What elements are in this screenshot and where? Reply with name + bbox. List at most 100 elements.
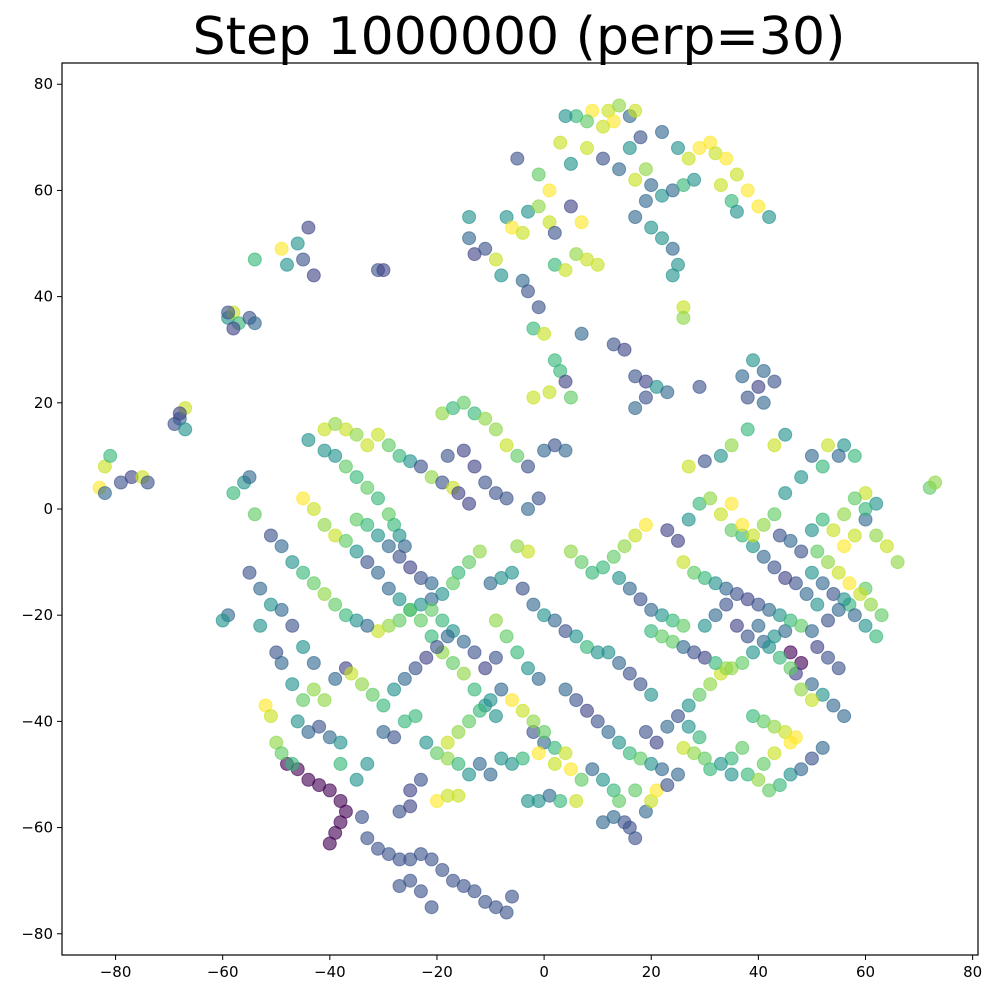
data-point — [574, 326, 589, 341]
data-point — [360, 831, 375, 846]
data-point — [462, 714, 477, 729]
data-point — [478, 475, 493, 490]
data-point — [596, 151, 610, 166]
chart-title: Step 1000000 (perp=30) — [193, 7, 846, 67]
data-point — [494, 682, 509, 697]
data-point — [671, 709, 685, 724]
data-point — [403, 799, 418, 814]
data-point — [515, 581, 530, 596]
data-point — [403, 560, 418, 575]
data-point — [628, 172, 643, 187]
x-tick-label: 20 — [642, 963, 661, 981]
data-point — [360, 438, 375, 453]
data-point — [263, 709, 278, 724]
x-tick-label: −60 — [207, 963, 239, 981]
data-point — [638, 162, 653, 177]
data-point — [585, 565, 600, 580]
data-point — [612, 656, 627, 670]
data-point — [735, 369, 750, 384]
data-point — [247, 316, 262, 331]
data-point — [681, 512, 696, 527]
data-point — [804, 624, 819, 639]
data-point — [381, 438, 396, 453]
data-point — [837, 507, 852, 522]
data-point — [488, 613, 503, 628]
data-point — [580, 114, 594, 129]
data-point — [531, 746, 546, 761]
data-point — [419, 735, 434, 750]
data-point — [387, 730, 402, 745]
data-point — [772, 650, 787, 665]
data-point — [472, 544, 487, 559]
data-point — [537, 326, 552, 341]
data-point — [371, 528, 385, 543]
data-point — [451, 788, 466, 803]
data-point — [440, 735, 455, 750]
data-point — [810, 597, 825, 612]
data-point — [547, 225, 562, 240]
data-point — [462, 496, 477, 511]
data-point — [783, 533, 798, 548]
x-tick-label: −80 — [100, 963, 132, 981]
data-point — [537, 725, 552, 739]
data-point — [628, 831, 643, 846]
y-tick-label: −60 — [21, 819, 53, 837]
data-point — [542, 385, 557, 400]
data-point — [333, 756, 348, 771]
data-point — [424, 576, 439, 591]
data-point — [526, 714, 541, 729]
data-point — [360, 618, 375, 633]
data-point — [499, 629, 514, 644]
data-point — [472, 703, 487, 718]
data-point — [285, 555, 300, 570]
data-point — [505, 565, 519, 580]
data-point — [837, 709, 852, 724]
data-point — [531, 167, 546, 182]
data-point — [349, 772, 364, 787]
data-point — [499, 491, 514, 506]
data-point — [735, 656, 750, 670]
data-point — [563, 390, 578, 405]
data-point — [547, 613, 562, 628]
data-point — [735, 517, 750, 532]
data-point — [671, 141, 685, 155]
data-point — [451, 486, 466, 501]
data-point — [756, 517, 771, 532]
data-point — [360, 517, 375, 532]
data-point — [724, 767, 739, 782]
data-point — [574, 555, 589, 570]
data-point — [515, 225, 530, 240]
data-point — [456, 634, 471, 649]
data-point — [799, 587, 814, 601]
data-point — [783, 661, 798, 676]
y-tick-label: −20 — [21, 606, 53, 624]
data-point — [746, 528, 760, 543]
data-point — [676, 310, 691, 325]
data-point — [226, 321, 241, 336]
data-point — [649, 735, 664, 750]
data-point — [681, 698, 696, 713]
data-point — [596, 119, 610, 134]
data-point — [521, 502, 535, 516]
data-point — [328, 597, 343, 612]
data-point — [879, 539, 894, 554]
data-point — [488, 422, 503, 437]
data-point — [290, 714, 305, 729]
data-point — [831, 448, 846, 463]
data-point — [617, 342, 632, 357]
x-tick-label: −40 — [314, 963, 346, 981]
data-point — [821, 650, 835, 665]
data-point — [505, 693, 519, 708]
data-point — [569, 794, 584, 808]
data-point — [804, 693, 819, 708]
data-point — [467, 884, 482, 899]
data-point — [413, 772, 428, 787]
data-point — [681, 719, 696, 734]
data-point — [505, 889, 519, 904]
data-point — [569, 629, 584, 644]
data-point — [633, 592, 648, 607]
data-point — [628, 210, 643, 224]
data-point — [847, 491, 862, 506]
data-point — [697, 618, 712, 633]
